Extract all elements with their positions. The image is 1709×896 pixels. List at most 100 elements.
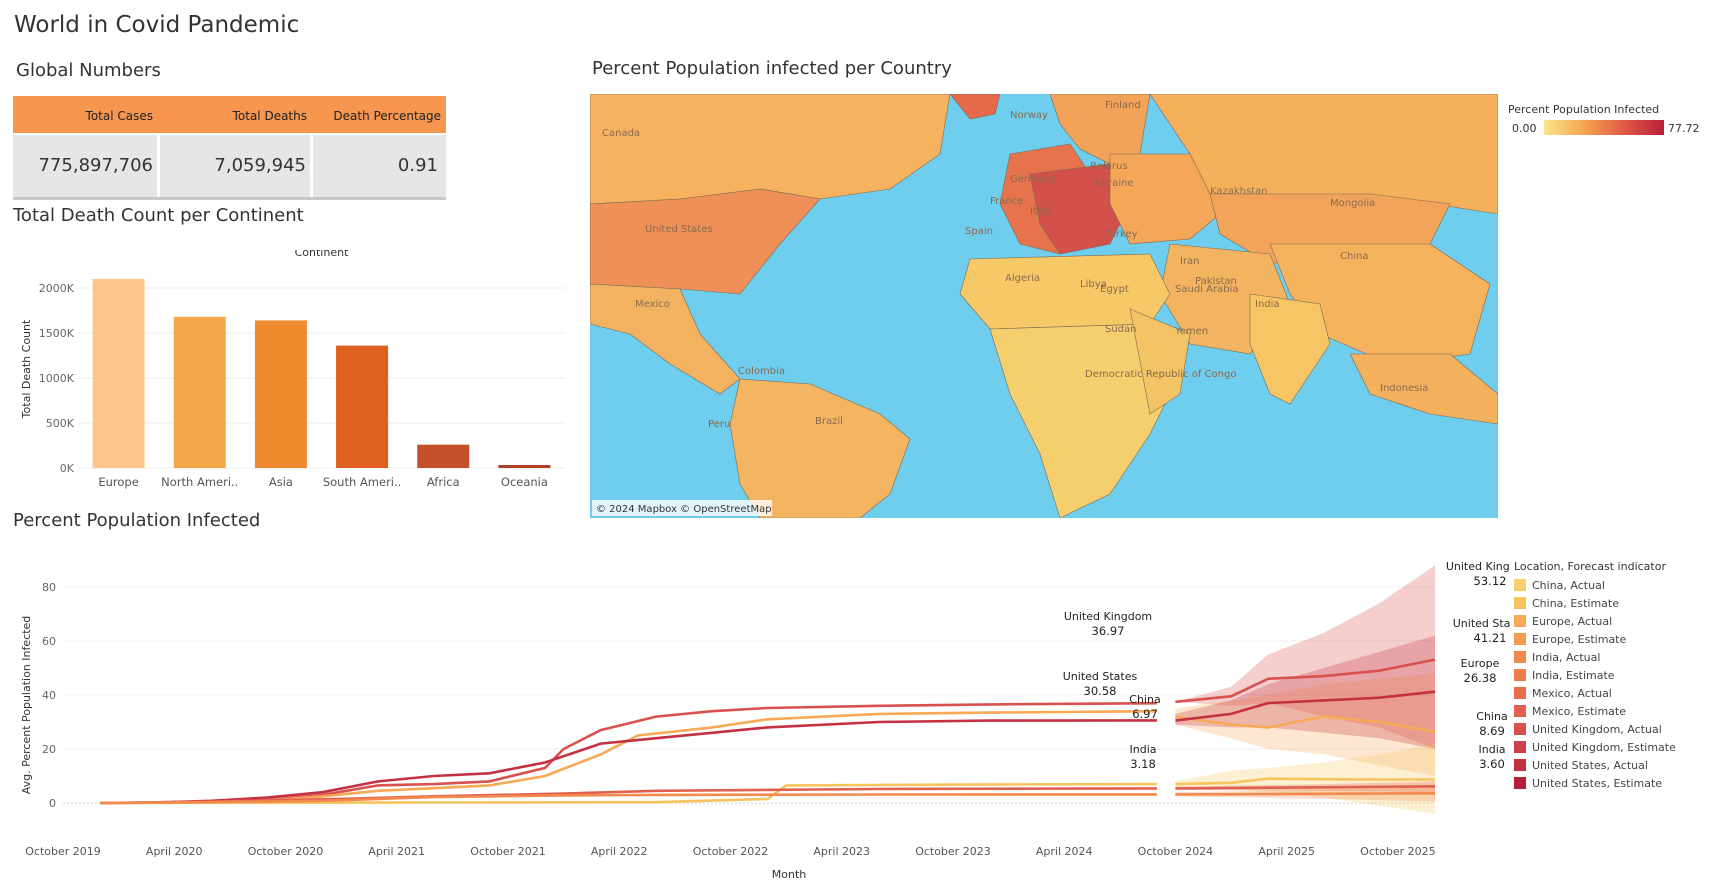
map-region-india[interactable]	[1249, 293, 1331, 405]
line-legend-label: India, Estimate	[1532, 668, 1615, 682]
global-numbers-title: Global Numbers	[16, 60, 161, 81]
line-legend-item[interactable]: Europe, Estimate	[1514, 630, 1709, 648]
line-legend-item[interactable]: United States, Estimate	[1514, 774, 1709, 792]
map-country-label: India	[1255, 299, 1280, 310]
line-ytick-label: 20	[42, 743, 56, 756]
continent-chart-title: Total Death Count per Continent	[13, 205, 304, 226]
line-estimate-india[interactable]	[1175, 792, 1436, 796]
line-legend-item[interactable]: Mexico, Estimate	[1514, 702, 1709, 720]
map-country-label: Colombia	[738, 366, 785, 377]
line-legend-item[interactable]: India, Actual	[1514, 648, 1709, 666]
bar-ytick-label: 0K	[60, 462, 75, 475]
global-numbers-header: Total Cases Total Deaths Death Percentag…	[13, 96, 446, 133]
line-ytick-label: 80	[42, 581, 56, 594]
line-legend-label: United States, Actual	[1532, 758, 1648, 772]
line-estimate-europe[interactable]	[1175, 715, 1436, 734]
map-country-label: Mongolia	[1330, 198, 1375, 209]
map-country-label: Saudi Arabia	[1175, 284, 1238, 295]
header-death-percentage: Death Percentage	[333, 109, 441, 123]
label-actual-india: India	[1130, 743, 1157, 756]
bar-category-label: North Ameri..	[161, 475, 238, 489]
map-country-label: Algeria	[1005, 273, 1040, 284]
bar-chart-header: Continent	[295, 250, 349, 259]
line-legend-label: Europe, Actual	[1532, 614, 1613, 628]
death-count-bar-chart: Continent 0K 500K 1000K 1500K 2000K Total Deat…	[20, 250, 565, 489]
line-legend-item[interactable]: Europe, Actual	[1514, 612, 1709, 630]
line-xtick-label: October 2022	[693, 845, 769, 858]
line-estimate-united-kingdom[interactable]	[1175, 658, 1436, 704]
line-legend-label: China, Estimate	[1532, 596, 1620, 610]
line-actual-india[interactable]	[100, 793, 1157, 805]
line-legend-swatch	[1514, 579, 1526, 591]
line-legend-item[interactable]: China, Estimate	[1514, 594, 1709, 612]
bar-category-label: Europe	[98, 475, 138, 489]
line-xtick-label: October 2024	[1138, 845, 1214, 858]
map-color-legend: Percent Population Infected 0.00 77.72	[1508, 103, 1708, 143]
map-legend-gradient	[1544, 120, 1664, 135]
dashboard-title: World in Covid Pandemic	[14, 12, 300, 38]
line-ylabel: Avg. Percent Population Infected	[20, 616, 33, 795]
map-region-mexico-central[interactable]	[589, 283, 741, 395]
line-legend-item[interactable]: Mexico, Actual	[1514, 684, 1709, 702]
bar-south-ameri-[interactable]	[336, 345, 389, 468]
map-country-label: Indonesia	[1380, 383, 1428, 394]
line-estimate-mexico[interactable]	[1175, 785, 1436, 790]
line-legend-swatch	[1514, 651, 1526, 663]
label-estimate-india: India	[1479, 743, 1506, 756]
line-legend-item[interactable]: China, Actual	[1514, 576, 1709, 594]
map-country-label: Germany	[1010, 174, 1056, 185]
line-legend-item[interactable]: United Kingdom, Actual	[1514, 720, 1709, 738]
line-xtick-label: October 2023	[915, 845, 991, 858]
line-legend-item[interactable]: United States, Actual	[1514, 756, 1709, 774]
line-xtick-label: April 2021	[368, 845, 425, 858]
label-estimate-united-states: United States	[1453, 617, 1510, 630]
bar-ytick-label: 500K	[46, 417, 75, 430]
line-ytick-label: 0	[49, 797, 56, 810]
bar-oceania[interactable]	[498, 465, 551, 468]
label-estimate-china: China	[1476, 710, 1507, 723]
line-legend-swatch	[1514, 597, 1526, 609]
line-legend-item[interactable]: India, Estimate	[1514, 666, 1709, 684]
line-legend-swatch	[1514, 777, 1526, 789]
map-region-east-africa[interactable]	[1129, 308, 1191, 415]
map-region-south-america[interactable]	[729, 378, 911, 519]
line-legend-swatch	[1514, 705, 1526, 717]
map-region-greenland[interactable]	[949, 93, 1001, 120]
line-xtick-label: October 2021	[470, 845, 546, 858]
map-country-label: Norway	[1010, 110, 1048, 121]
line-xtick-label: October 2019	[25, 845, 101, 858]
line-legend-swatch	[1514, 759, 1526, 771]
map-country-label: Ukraine	[1095, 178, 1134, 189]
map-country-label: Pakistan	[1195, 276, 1237, 287]
header-total-deaths: Total Deaths	[232, 109, 307, 123]
map-country-label: Turkey	[1104, 229, 1138, 240]
line-xtick-label: October 2025	[1360, 845, 1436, 858]
bar-africa[interactable]	[417, 444, 470, 468]
bar-category-label: South Ameri..	[323, 475, 401, 489]
line-estimate-china[interactable]	[1175, 777, 1435, 786]
value-actual-china: 6.97	[1132, 707, 1158, 721]
bar-ytick-label: 1000K	[39, 372, 75, 385]
line-actual-united-states[interactable]	[100, 719, 1157, 805]
line-estimate-united-states[interactable]	[1175, 690, 1436, 722]
bar-europe[interactable]	[92, 279, 145, 468]
label-estimate-united-kingdom: United Kingdom	[1446, 560, 1510, 573]
map-country-label: Spain	[965, 226, 993, 237]
value-estimate-united-states: 41.21	[1474, 631, 1507, 645]
map-country-label: Democratic Republic of Congo	[1085, 369, 1236, 380]
bar-ytick-label: 1500K	[39, 327, 75, 340]
map-country-label: Egypt	[1100, 284, 1129, 295]
line-legend-item[interactable]: United Kingdom, Estimate	[1514, 738, 1709, 756]
label-actual-united-states: United States	[1063, 670, 1138, 683]
bar-asia[interactable]	[254, 320, 307, 468]
world-map[interactable]: Canada United States Mexico Colombia Peru Bra…	[589, 93, 1499, 519]
line-xtick-label: October 2020	[248, 845, 324, 858]
line-legend-label: United Kingdom, Actual	[1532, 722, 1662, 736]
bar-category-label: Asia	[269, 475, 293, 489]
line-legend-label: United Kingdom, Estimate	[1532, 740, 1676, 754]
world-map-canvas[interactable]: Canada United States Mexico Colombia Peru Bra…	[589, 93, 1499, 519]
bar-ylabel: Total Death Count	[20, 319, 33, 419]
value-estimate-china: 8.69	[1479, 724, 1505, 738]
value-actual-united-kingdom: 36.97	[1092, 624, 1125, 638]
bar-north-ameri-[interactable]	[173, 316, 226, 468]
